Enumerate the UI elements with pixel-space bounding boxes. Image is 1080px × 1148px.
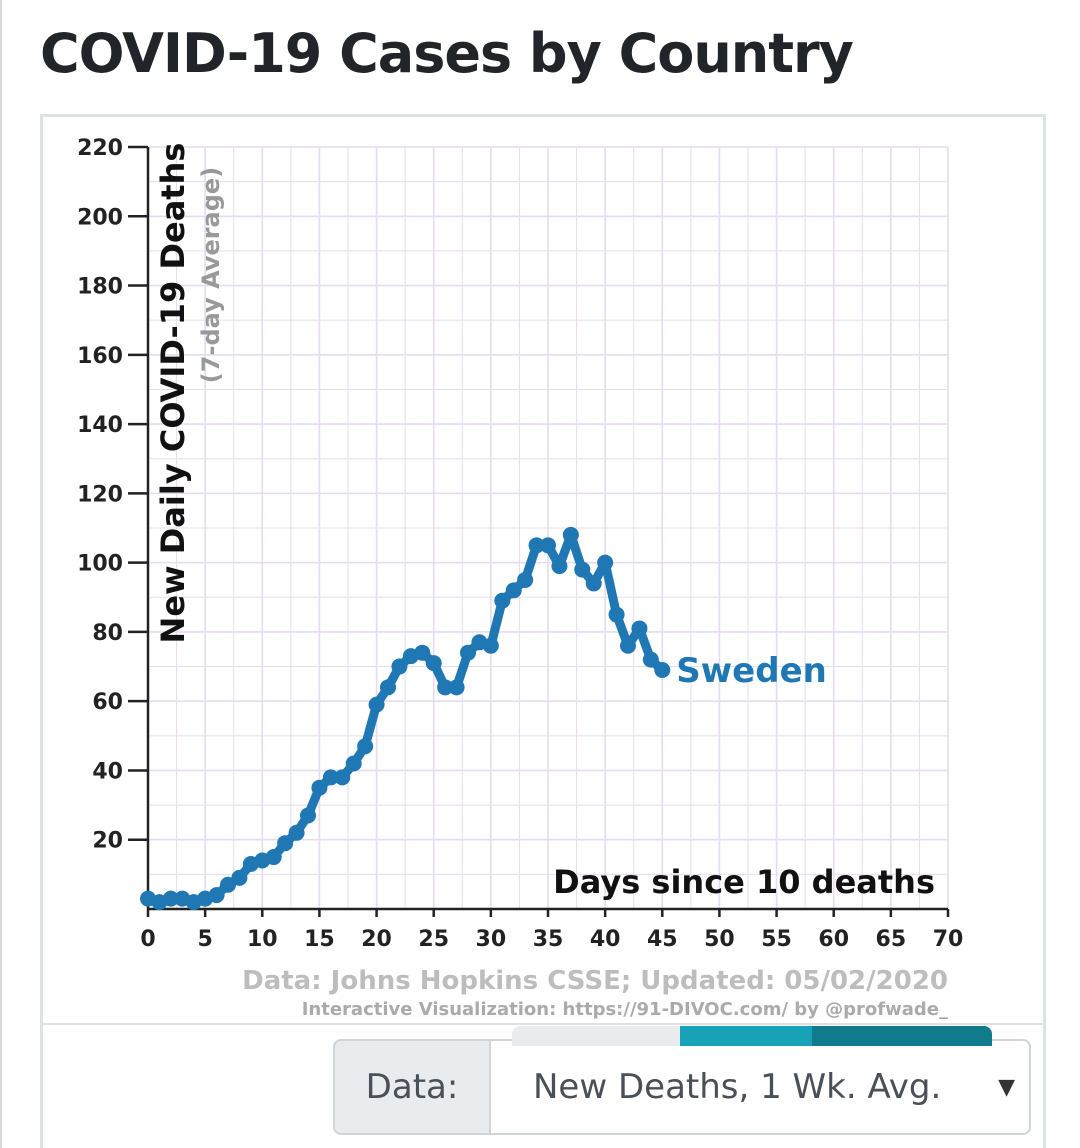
y-tick-label: 220 xyxy=(77,136,123,161)
data-point xyxy=(288,824,305,841)
data-point xyxy=(551,558,568,575)
x-tick-label: 10 xyxy=(247,927,278,952)
data-point xyxy=(482,637,499,654)
y-tick-label: 160 xyxy=(77,344,123,369)
data-point xyxy=(517,571,534,588)
y-tick-label: 120 xyxy=(77,482,123,507)
y-tick-label: 20 xyxy=(92,829,123,854)
data-point xyxy=(528,537,545,554)
data-point xyxy=(357,738,374,755)
x-tick-label: 50 xyxy=(704,927,735,952)
data-point xyxy=(574,561,591,578)
chart-card: 20 40 60 80 100 120 140 160 180 200 220 0 5 10 15 20 25… xyxy=(40,114,1046,1148)
x-ticks: 0 5 10 15 20 25 30 35 40 45 50 55 60 65 70 xyxy=(140,909,963,952)
series-layer: Sweden xyxy=(140,526,827,911)
x-tick-label: 45 xyxy=(647,927,678,952)
x-tick-label: 35 xyxy=(533,927,564,952)
y-tick-label: 180 xyxy=(77,275,123,300)
y-tick-label: 60 xyxy=(92,690,123,715)
data-point xyxy=(300,807,316,824)
data-point xyxy=(642,651,659,668)
x-tick-label: 15 xyxy=(304,927,335,952)
source-text: Data: Johns Hopkins CSSE; Updated: 05/02… xyxy=(242,966,948,996)
y-tick-label: 40 xyxy=(92,759,123,784)
x-tick-label: 25 xyxy=(418,927,449,952)
data-control: Data: New Deaths, 1 Wk. Avg. ▼ xyxy=(333,1039,1031,1135)
y-ticks: 20 40 60 80 100 120 140 160 180 200 220 xyxy=(77,136,148,854)
card-divider xyxy=(43,1023,1043,1025)
data-point xyxy=(540,537,556,554)
credit-text: Interactive Visualization: https://91-DI… xyxy=(302,999,948,1020)
data-point xyxy=(608,606,625,623)
data-point xyxy=(631,620,648,637)
option-button-1[interactable] xyxy=(512,1026,680,1046)
data-point xyxy=(505,582,522,599)
x-tick-label: 60 xyxy=(818,927,849,952)
data-point xyxy=(345,755,362,772)
x-tick-label: 40 xyxy=(590,927,621,952)
x-axis-label: Days since 10 deaths xyxy=(553,863,935,901)
data-point xyxy=(437,679,454,696)
x-tick-label: 30 xyxy=(476,927,507,952)
data-point xyxy=(654,662,671,679)
data-point xyxy=(425,655,442,672)
y-tick-label: 80 xyxy=(92,621,123,646)
data-select[interactable]: New Deaths, 1 Wk. Avg. ▼ xyxy=(491,1039,1031,1135)
x-tick-label: 55 xyxy=(761,927,792,952)
x-tick-label: 70 xyxy=(933,927,964,952)
data-point xyxy=(231,869,248,886)
data-point xyxy=(277,835,294,852)
data-point xyxy=(494,592,511,609)
data-point xyxy=(597,554,614,571)
data-point xyxy=(585,575,602,592)
data-point xyxy=(162,890,179,907)
data-point xyxy=(208,887,225,904)
x-tick-label: 20 xyxy=(361,927,392,952)
data-point xyxy=(311,779,328,796)
y-tick-label: 140 xyxy=(77,413,123,438)
data-label: Data: xyxy=(333,1039,491,1135)
y-axis-sublabel: (7-day Average) xyxy=(197,167,225,383)
data-point xyxy=(460,644,476,661)
x-tick-label: 5 xyxy=(197,927,212,952)
y-axis-label: New Daily COVID-19 Deaths xyxy=(154,143,192,644)
chart: 20 40 60 80 100 120 140 160 180 200 220 0 5 10 15 20 25… xyxy=(77,136,963,1020)
data-point xyxy=(562,526,579,543)
data-point xyxy=(265,849,282,866)
data-point xyxy=(368,696,385,713)
y-tick-label: 200 xyxy=(77,205,123,230)
data-select-value: New Deaths, 1 Wk. Avg. xyxy=(533,1067,942,1107)
page-title: COVID-19 Cases by Country xyxy=(40,22,854,85)
button-group xyxy=(512,1026,992,1046)
grid xyxy=(147,146,949,909)
data-point xyxy=(322,769,339,786)
data-point xyxy=(414,644,431,661)
data-point xyxy=(620,637,636,654)
y-tick-label: 100 xyxy=(77,552,123,577)
x-tick-label: 65 xyxy=(876,927,907,952)
data-point xyxy=(448,679,465,696)
x-tick-label: 0 xyxy=(140,927,155,952)
chevron-down-icon: ▼ xyxy=(998,1075,1015,1100)
data-point xyxy=(334,769,351,786)
data-point xyxy=(380,679,396,696)
option-button-2[interactable] xyxy=(680,1026,812,1046)
series-label-sweden: Sweden xyxy=(676,651,827,691)
option-button-3[interactable] xyxy=(812,1026,992,1046)
data-point xyxy=(391,658,408,675)
